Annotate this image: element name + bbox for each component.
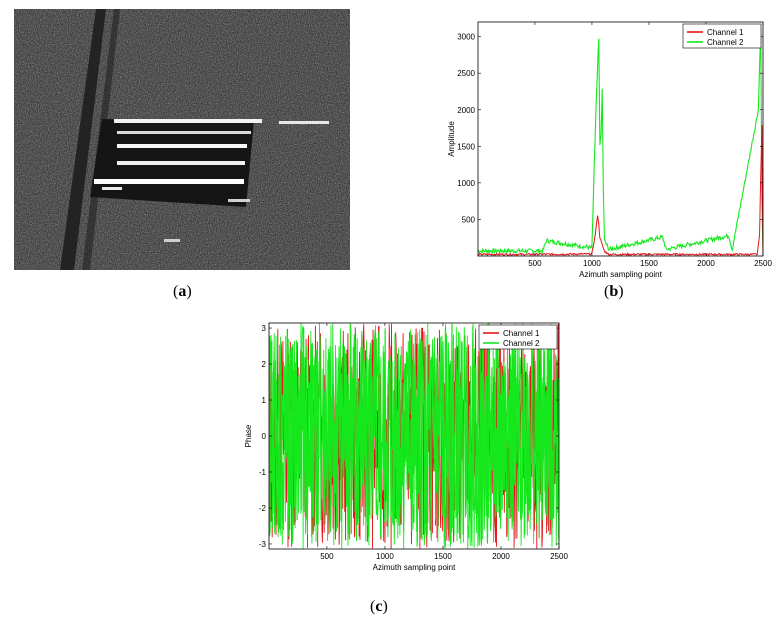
- y-axis-label: Amplitude: [447, 121, 456, 157]
- y-tick-label: 2000: [457, 106, 475, 115]
- y-tick-label: 1500: [457, 142, 475, 151]
- y-tick-label: -1: [259, 468, 267, 477]
- y-tick-label: 500: [462, 215, 476, 224]
- series-line-1: [478, 124, 763, 256]
- y-tick-label: 1: [262, 396, 267, 405]
- x-tick-label: 1500: [640, 259, 658, 268]
- y-tick-label: -3: [259, 540, 267, 549]
- series-line-2: [269, 323, 559, 549]
- x-tick-label: 2500: [754, 259, 772, 268]
- sar-image-drawing: [14, 9, 350, 270]
- y-tick-label: 2500: [457, 69, 475, 78]
- x-tick-label: 1000: [376, 552, 394, 561]
- y-tick-label: 3000: [457, 33, 475, 42]
- x-tick-label: 2000: [492, 552, 510, 561]
- x-tick-label: 1500: [434, 552, 452, 561]
- panel-label-b: (b): [604, 283, 624, 300]
- amplitude-chart: 500 1000 1500 2000 2500 500 1000 1500 2000 2500 30…: [447, 21, 772, 279]
- phase-chart: 500 1000 1500 2000 2500 -3 -2 -1 0 1 2 3 Azimuth sam…: [244, 322, 568, 572]
- legend-box: [682, 23, 762, 49]
- y-tick-label: 2: [262, 360, 267, 369]
- y-axis-label: Phase: [244, 424, 253, 447]
- y-tick-label: -2: [259, 504, 267, 513]
- legend-label: Channel 1: [707, 28, 744, 37]
- series-group: [269, 323, 559, 549]
- legend-label: Channel 2: [707, 38, 744, 47]
- legend-box: [478, 324, 558, 350]
- sar-image: [14, 9, 350, 270]
- x-tick-label: 500: [528, 259, 542, 268]
- legend-label: Channel 2: [503, 339, 540, 348]
- x-axis-label: Azimuth sampling point: [373, 563, 456, 572]
- panel-label-c: (c): [370, 598, 388, 615]
- x-tick-label: 2500: [550, 552, 568, 561]
- series-group: [478, 24, 763, 256]
- x-tick-label: 2000: [697, 259, 715, 268]
- x-tick-label: 1000: [583, 259, 601, 268]
- x-axis-label: Azimuth sampling point: [579, 270, 662, 279]
- plot-frame: [477, 21, 764, 257]
- y-tick-label: 0: [262, 432, 267, 441]
- y-tick-label: 3: [262, 324, 267, 333]
- legend-label: Channel 1: [503, 329, 540, 338]
- x-tick-label: 500: [320, 552, 334, 561]
- plot-area: [478, 22, 763, 256]
- y-tick-label: 1000: [457, 179, 475, 188]
- series-line-2: [478, 24, 763, 255]
- panel-label-a: (a): [173, 283, 192, 300]
